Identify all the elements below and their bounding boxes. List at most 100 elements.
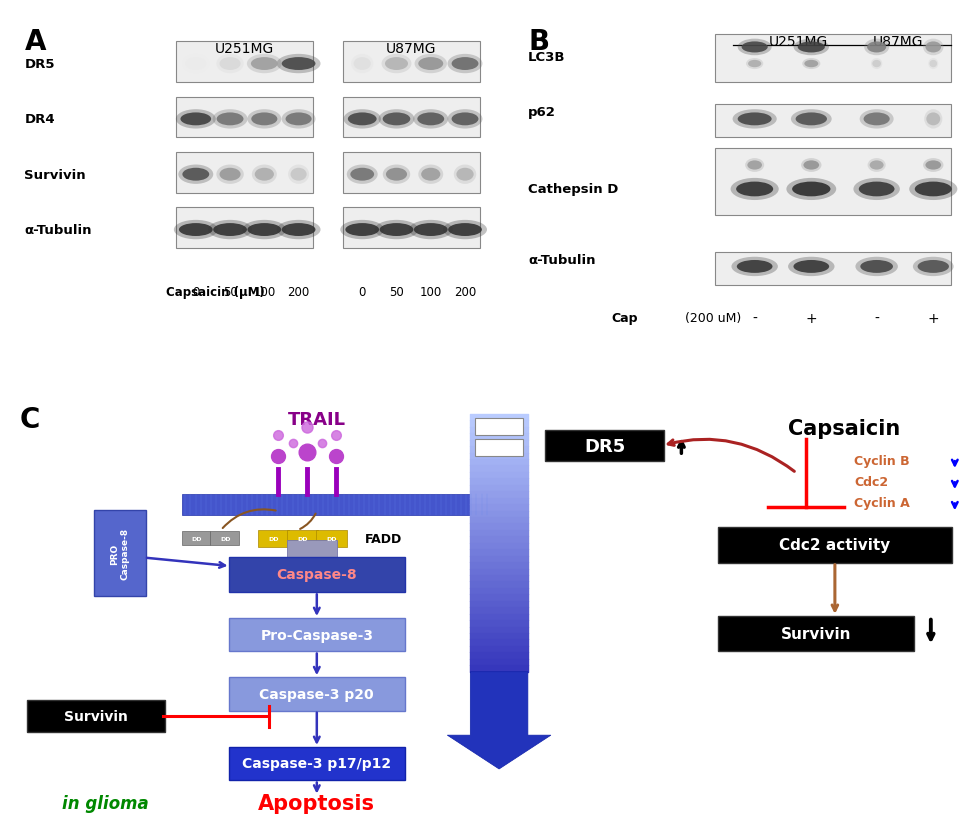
Ellipse shape	[746, 161, 761, 171]
Text: B: B	[527, 27, 549, 55]
Text: DD: DD	[220, 536, 231, 541]
Text: Cap: Cap	[610, 311, 637, 325]
FancyBboxPatch shape	[181, 532, 210, 546]
Ellipse shape	[421, 169, 440, 181]
Ellipse shape	[208, 220, 251, 240]
FancyBboxPatch shape	[94, 511, 146, 597]
FancyBboxPatch shape	[342, 153, 479, 194]
Text: Cyclin B: Cyclin B	[853, 455, 909, 467]
Text: 50: 50	[388, 286, 404, 299]
Text: TRAIL: TRAIL	[288, 410, 345, 428]
Text: 0: 0	[192, 286, 200, 299]
Ellipse shape	[345, 224, 378, 237]
Text: Cathepsin D: Cathepsin D	[527, 183, 618, 196]
Ellipse shape	[443, 220, 486, 240]
Ellipse shape	[378, 110, 414, 129]
Ellipse shape	[288, 166, 309, 185]
Ellipse shape	[744, 159, 764, 173]
FancyBboxPatch shape	[228, 619, 405, 652]
Ellipse shape	[803, 161, 819, 171]
Ellipse shape	[382, 113, 410, 126]
Text: DD: DD	[326, 537, 336, 542]
Ellipse shape	[340, 220, 383, 240]
Text: A: A	[24, 27, 46, 55]
Text: α-Tubulin: α-Tubulin	[24, 224, 92, 237]
Ellipse shape	[863, 113, 889, 126]
FancyBboxPatch shape	[176, 208, 313, 248]
FancyBboxPatch shape	[717, 527, 951, 563]
Text: Survivin: Survivin	[24, 169, 86, 181]
FancyBboxPatch shape	[717, 616, 912, 652]
Ellipse shape	[787, 258, 833, 277]
Ellipse shape	[736, 261, 772, 273]
Ellipse shape	[454, 166, 475, 185]
Text: DR5: DR5	[24, 58, 55, 71]
Ellipse shape	[731, 258, 778, 277]
Ellipse shape	[447, 55, 482, 75]
Ellipse shape	[277, 55, 320, 75]
Text: 0: 0	[358, 286, 366, 299]
Text: Survivin: Survivin	[779, 627, 850, 642]
Ellipse shape	[382, 166, 410, 185]
FancyBboxPatch shape	[316, 530, 346, 548]
Text: PRO
Caspase-8: PRO Caspase-8	[111, 527, 130, 580]
Text: U251MG: U251MG	[768, 35, 827, 49]
FancyBboxPatch shape	[176, 98, 313, 138]
Text: 100: 100	[420, 286, 441, 299]
Ellipse shape	[385, 169, 407, 181]
Ellipse shape	[448, 224, 481, 237]
Ellipse shape	[178, 166, 213, 185]
Ellipse shape	[381, 55, 411, 75]
Ellipse shape	[853, 179, 899, 200]
Ellipse shape	[792, 261, 828, 273]
FancyBboxPatch shape	[228, 677, 405, 710]
Ellipse shape	[867, 42, 885, 54]
Text: Capsaicin: Capsaicin	[787, 419, 900, 439]
Ellipse shape	[384, 58, 408, 71]
Text: Capsaicin (μM): Capsaicin (μM)	[166, 286, 265, 299]
Ellipse shape	[736, 40, 771, 56]
Ellipse shape	[870, 59, 881, 70]
Ellipse shape	[922, 159, 943, 173]
Text: Cyclin A: Cyclin A	[853, 497, 909, 509]
Ellipse shape	[791, 182, 829, 197]
Text: 100: 100	[253, 286, 275, 299]
Ellipse shape	[347, 113, 377, 126]
Text: p62: p62	[527, 106, 556, 119]
Ellipse shape	[916, 261, 948, 273]
Text: DD: DD	[192, 536, 201, 541]
Ellipse shape	[868, 161, 883, 171]
FancyBboxPatch shape	[715, 105, 950, 138]
Text: +: +	[805, 311, 817, 325]
Ellipse shape	[732, 110, 776, 129]
Text: α-Tubulin: α-Tubulin	[527, 253, 595, 267]
Ellipse shape	[804, 60, 818, 68]
FancyBboxPatch shape	[27, 700, 165, 732]
Text: 50: 50	[222, 286, 238, 299]
Ellipse shape	[219, 169, 241, 181]
Ellipse shape	[858, 182, 894, 197]
Ellipse shape	[375, 220, 418, 240]
Ellipse shape	[793, 40, 828, 56]
Ellipse shape	[414, 224, 447, 237]
Ellipse shape	[216, 113, 244, 126]
FancyBboxPatch shape	[176, 42, 313, 83]
Ellipse shape	[251, 113, 277, 126]
FancyBboxPatch shape	[715, 35, 950, 83]
Ellipse shape	[730, 179, 778, 200]
FancyBboxPatch shape	[545, 431, 663, 462]
Ellipse shape	[785, 179, 835, 200]
Ellipse shape	[736, 113, 771, 126]
Text: 200: 200	[288, 286, 309, 299]
Text: FADD: FADD	[365, 532, 402, 546]
Ellipse shape	[924, 42, 940, 54]
FancyBboxPatch shape	[228, 557, 405, 593]
Ellipse shape	[923, 110, 942, 129]
Ellipse shape	[353, 58, 371, 71]
Ellipse shape	[286, 113, 311, 126]
Text: Caspase-3 p20: Caspase-3 p20	[259, 687, 374, 700]
Ellipse shape	[219, 58, 241, 71]
Ellipse shape	[277, 220, 320, 240]
Ellipse shape	[414, 55, 447, 75]
Ellipse shape	[795, 113, 826, 126]
